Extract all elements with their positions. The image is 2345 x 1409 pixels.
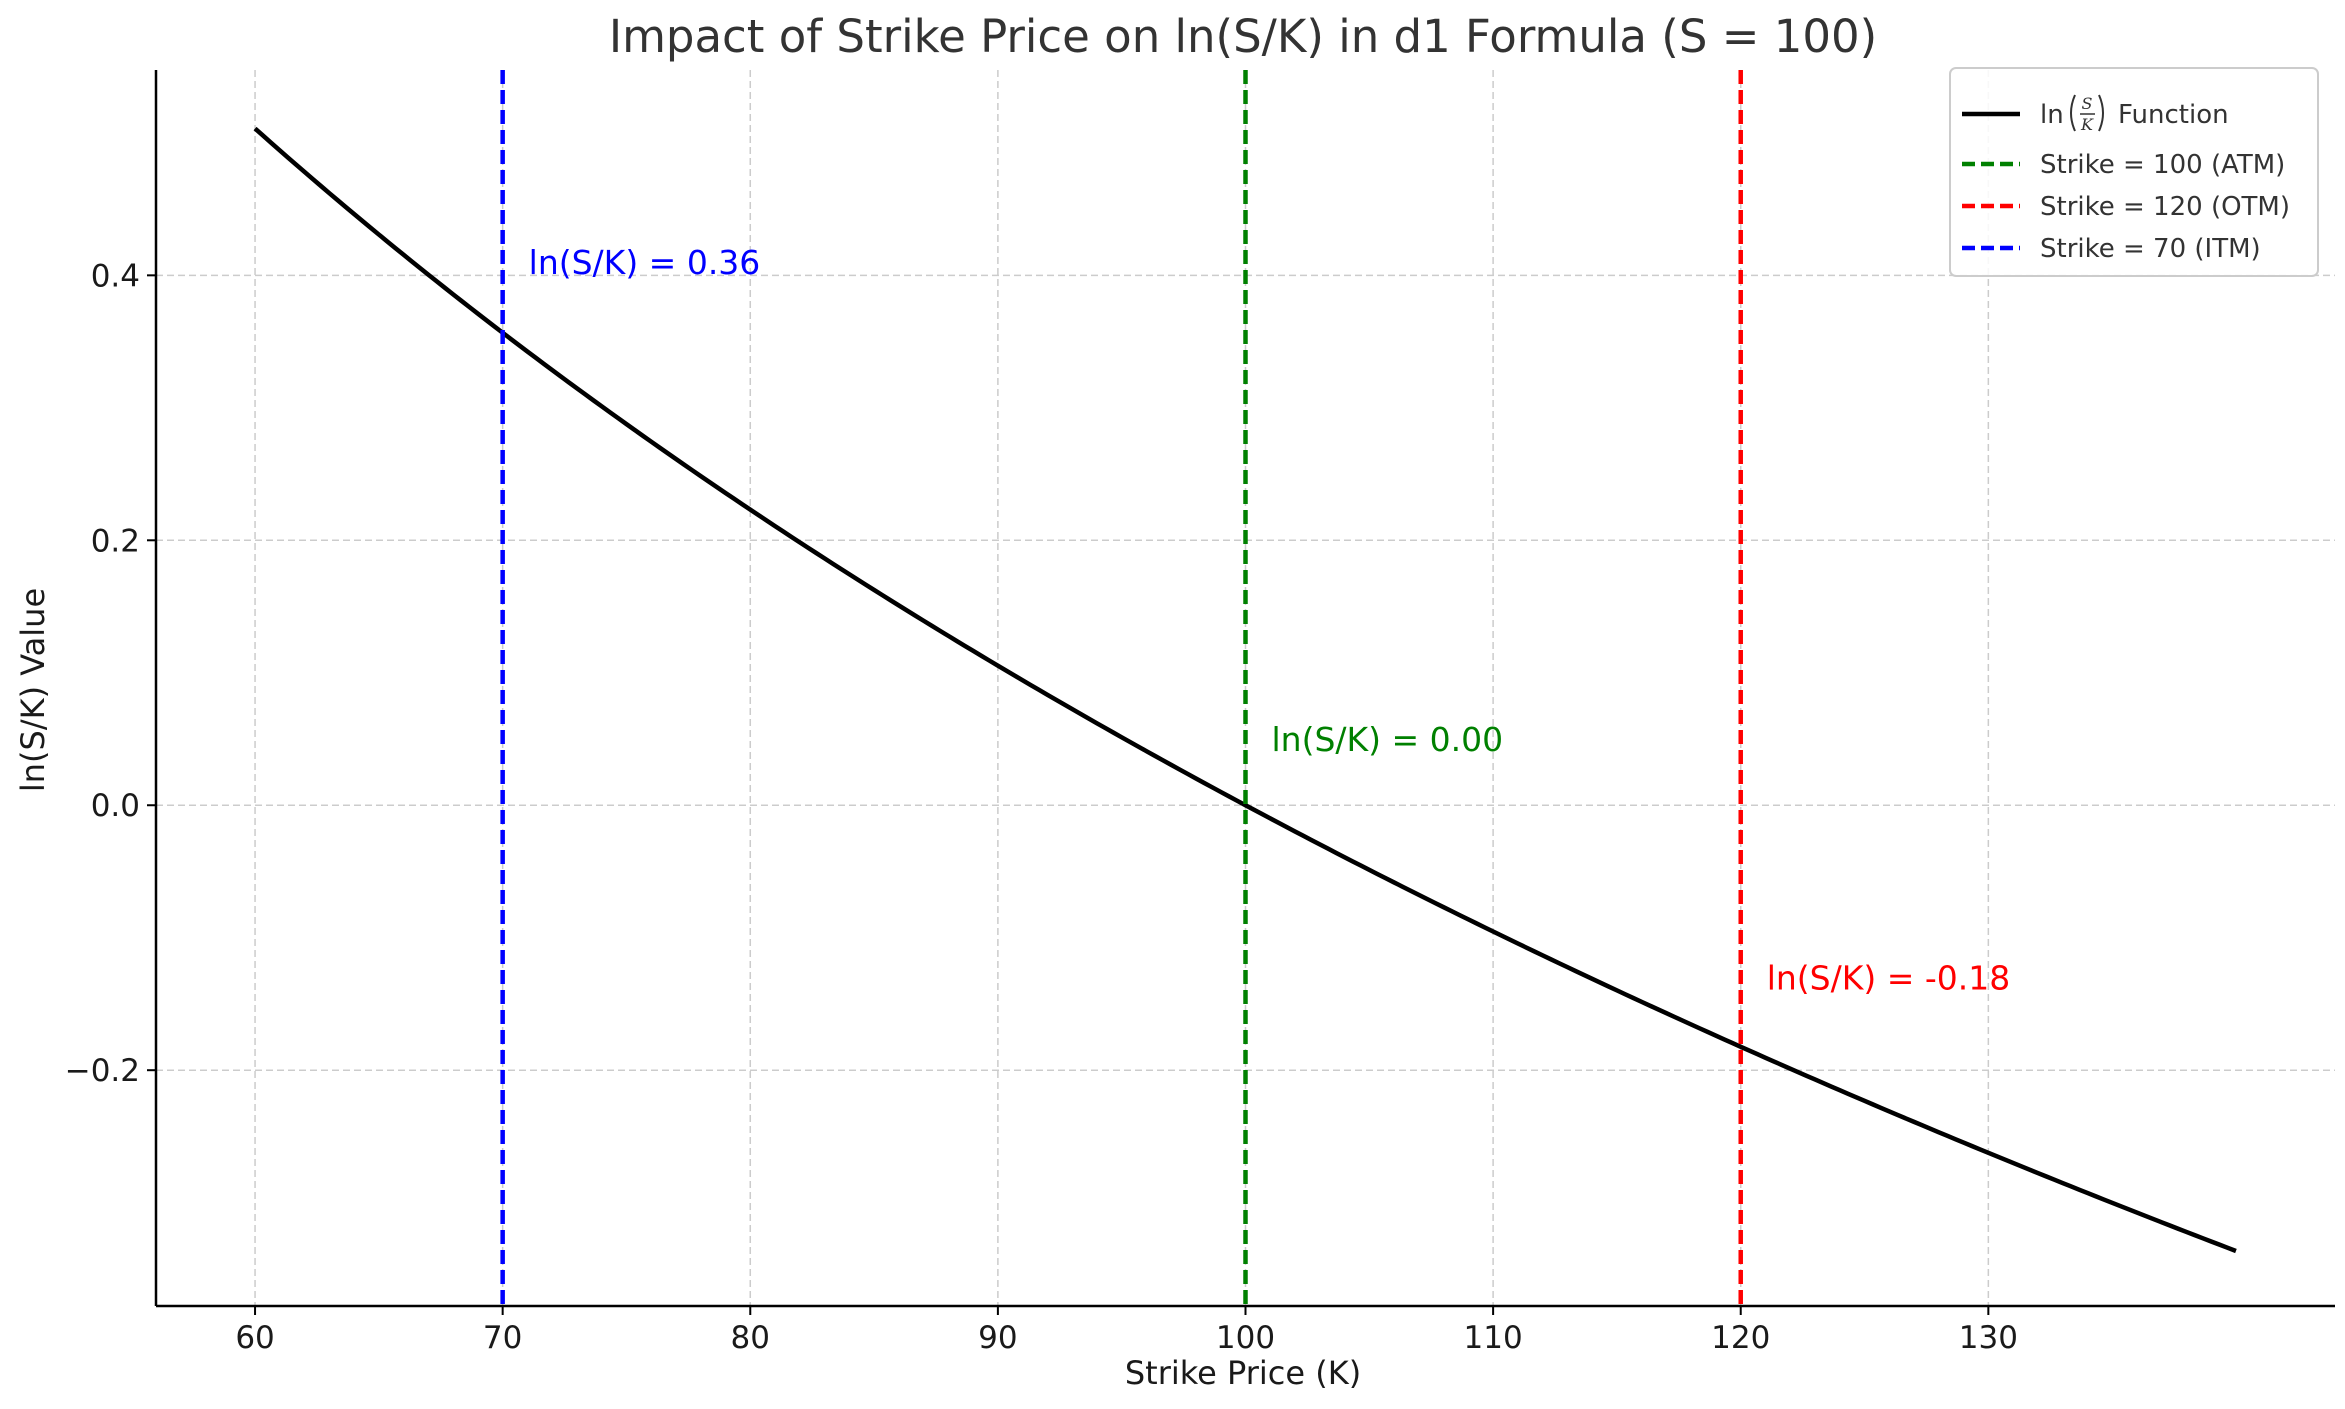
x-tick-label: 60	[235, 1320, 274, 1356]
y-tick-label: 0.4	[91, 258, 140, 294]
legend-function-prefix: ln	[2040, 100, 2064, 130]
x-tick-label: 70	[483, 1320, 522, 1356]
x-tick-label: 80	[731, 1320, 770, 1356]
x-tick-label: 120	[1711, 1320, 1770, 1356]
y-axis-label: ln(S/K) Value	[14, 588, 52, 792]
strike-annotation-itm: ln(S/K) = 0.36	[529, 243, 761, 282]
legend-label-otm: Strike = 120 (OTM)	[2040, 192, 2290, 222]
strike-annotation-otm: ln(S/K) = -0.18	[1767, 958, 2011, 997]
x-tick-label: 110	[1464, 1320, 1523, 1356]
legend-frac-denominator: K	[2080, 115, 2094, 134]
chart-title: Impact of Strike Price on ln(S/K) in d1 …	[609, 10, 1877, 63]
legend: ln S K Function Strike = 100 (ATM) Strik…	[1950, 68, 2318, 276]
legend-label-atm: Strike = 100 (ATM)	[2040, 150, 2285, 180]
legend-label-itm: Strike = 70 (ITM)	[2040, 234, 2261, 264]
y-tick-label: 0.2	[91, 523, 140, 559]
strike-annotation-atm: ln(S/K) = 0.00	[1272, 720, 1504, 759]
x-tick-label: 100	[1216, 1320, 1275, 1356]
x-tick-label: 90	[978, 1320, 1017, 1356]
x-axis-label: Strike Price (K)	[1125, 1354, 1361, 1392]
x-tick-label: 130	[1959, 1320, 2018, 1356]
legend-frac-numerator: S	[2082, 94, 2093, 113]
y-tick-label: 0.0	[91, 788, 140, 824]
legend-function-suffix: Function	[2118, 100, 2229, 130]
y-tick-label: −0.2	[65, 1053, 140, 1089]
